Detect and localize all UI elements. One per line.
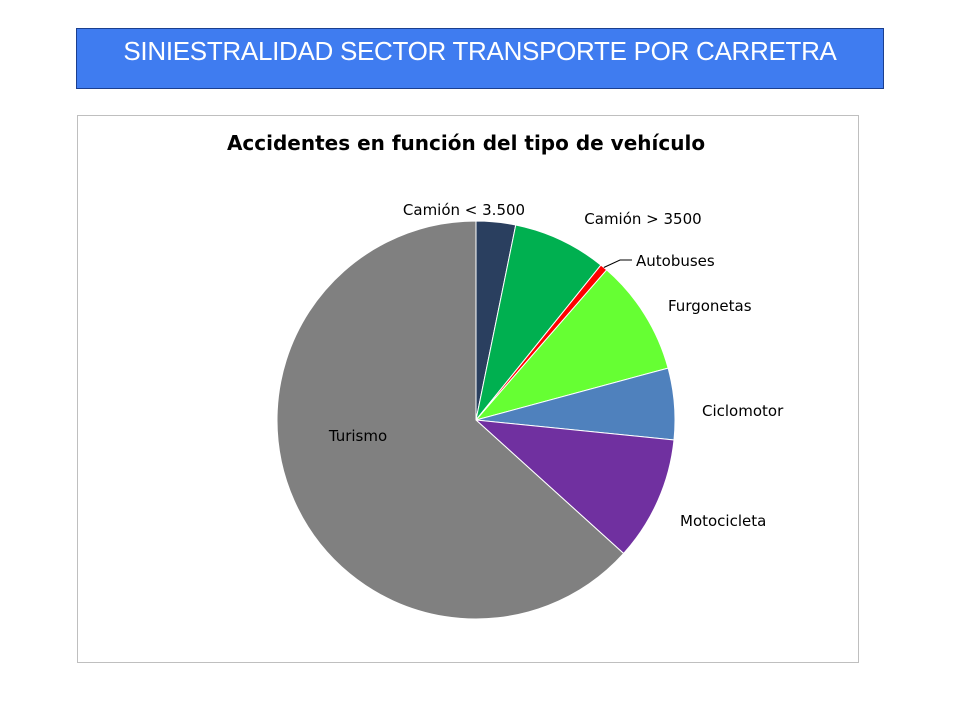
pie-slice-turismo (276, 220, 625, 620)
pie-slices (276, 220, 676, 620)
pie-slice-motocicleta (474, 419, 675, 555)
slice-label: Furgonetas (668, 297, 752, 315)
slice-label: Camión < 3.500 (403, 201, 525, 219)
slice-label: Motocicleta (680, 512, 766, 530)
leader-lines (603, 259, 632, 268)
page-title-banner: SINIESTRALIDAD SECTOR TRANSPORTE POR CAR… (76, 28, 884, 89)
slice-label: Camión > 3500 (584, 210, 701, 228)
leader-line (603, 259, 632, 268)
slice-label: Autobuses (636, 252, 715, 270)
page-title: SINIESTRALIDAD SECTOR TRANSPORTE POR CAR… (123, 36, 837, 66)
pie-slice-cami-n-3500 (475, 224, 602, 421)
slice-label: Turismo (328, 427, 387, 445)
chart-title: Accidentes en función del tipo de vehícu… (227, 131, 705, 155)
slice-labels: Camión < 3.500 Camión > 3500 Autobuses Furg… (328, 201, 784, 530)
pie-slice-furgonetas (474, 269, 669, 421)
slice-label: Ciclomotor (702, 402, 784, 420)
